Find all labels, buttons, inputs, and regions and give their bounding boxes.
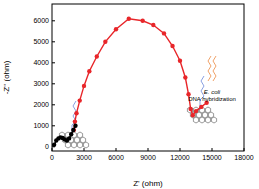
x-tick [212,148,213,151]
data-point [73,119,77,123]
data-point [188,107,192,111]
y-tick-label: 4000 [33,59,49,66]
data-point [72,128,76,132]
data-point [73,124,77,128]
data-point [151,23,155,27]
x-tick-label: 15000 [202,154,222,161]
data-point [69,132,73,136]
data-point [191,113,195,117]
x-axis-label: Z' (ohm) [133,179,163,188]
x-tick-label: 9000 [140,154,156,161]
plot-area [52,17,209,147]
molecule-sketch [59,76,216,148]
data-point [71,128,75,132]
dna-sketch [208,56,216,81]
x-tick-label: 6000 [108,154,124,161]
x-tick-label: 3000 [76,154,92,161]
data-point [140,19,144,23]
y-tick [52,125,55,126]
data-point [103,40,107,44]
data-point [127,17,131,21]
x-tick [116,148,117,151]
data-point [78,98,82,102]
y-tick-label: 1000 [33,122,49,129]
y-tick-label: 3000 [33,80,49,87]
data-point [183,75,187,79]
y-tick-label: 0 [45,143,49,150]
y-tick [52,62,55,63]
y-tick [52,41,55,42]
x-tick-label: 0 [50,154,54,161]
x-tick [52,148,53,151]
y-tick [52,83,55,84]
data-point [87,69,91,73]
y-tick [52,104,55,105]
series-line [74,19,207,130]
annotation: E. coliDNA hybridization [188,89,236,102]
y-tick-label: 6000 [33,17,49,24]
data-point [52,143,56,147]
y-axis-label: -Z'' (ohm) [2,60,11,94]
x-tick [148,148,149,151]
data-point [67,136,71,140]
data-point [170,44,174,48]
data-point [178,59,182,63]
data-point [162,31,166,35]
x-tick [84,148,85,151]
plot-frame [52,4,244,151]
data-point [114,27,118,31]
data-point [95,54,99,58]
y-tick [52,20,55,21]
data-point [194,109,198,113]
x-tick-label: 18000 [234,154,254,161]
x-tick-label: 12000 [170,154,190,161]
data-point [82,84,86,88]
y-tick-label: 2000 [33,101,49,108]
x-tick [180,148,181,151]
data-point [74,111,78,115]
series-line [54,126,75,145]
y-tick-label: 5000 [33,38,49,45]
data-point [199,105,203,109]
x-tick [244,148,245,151]
